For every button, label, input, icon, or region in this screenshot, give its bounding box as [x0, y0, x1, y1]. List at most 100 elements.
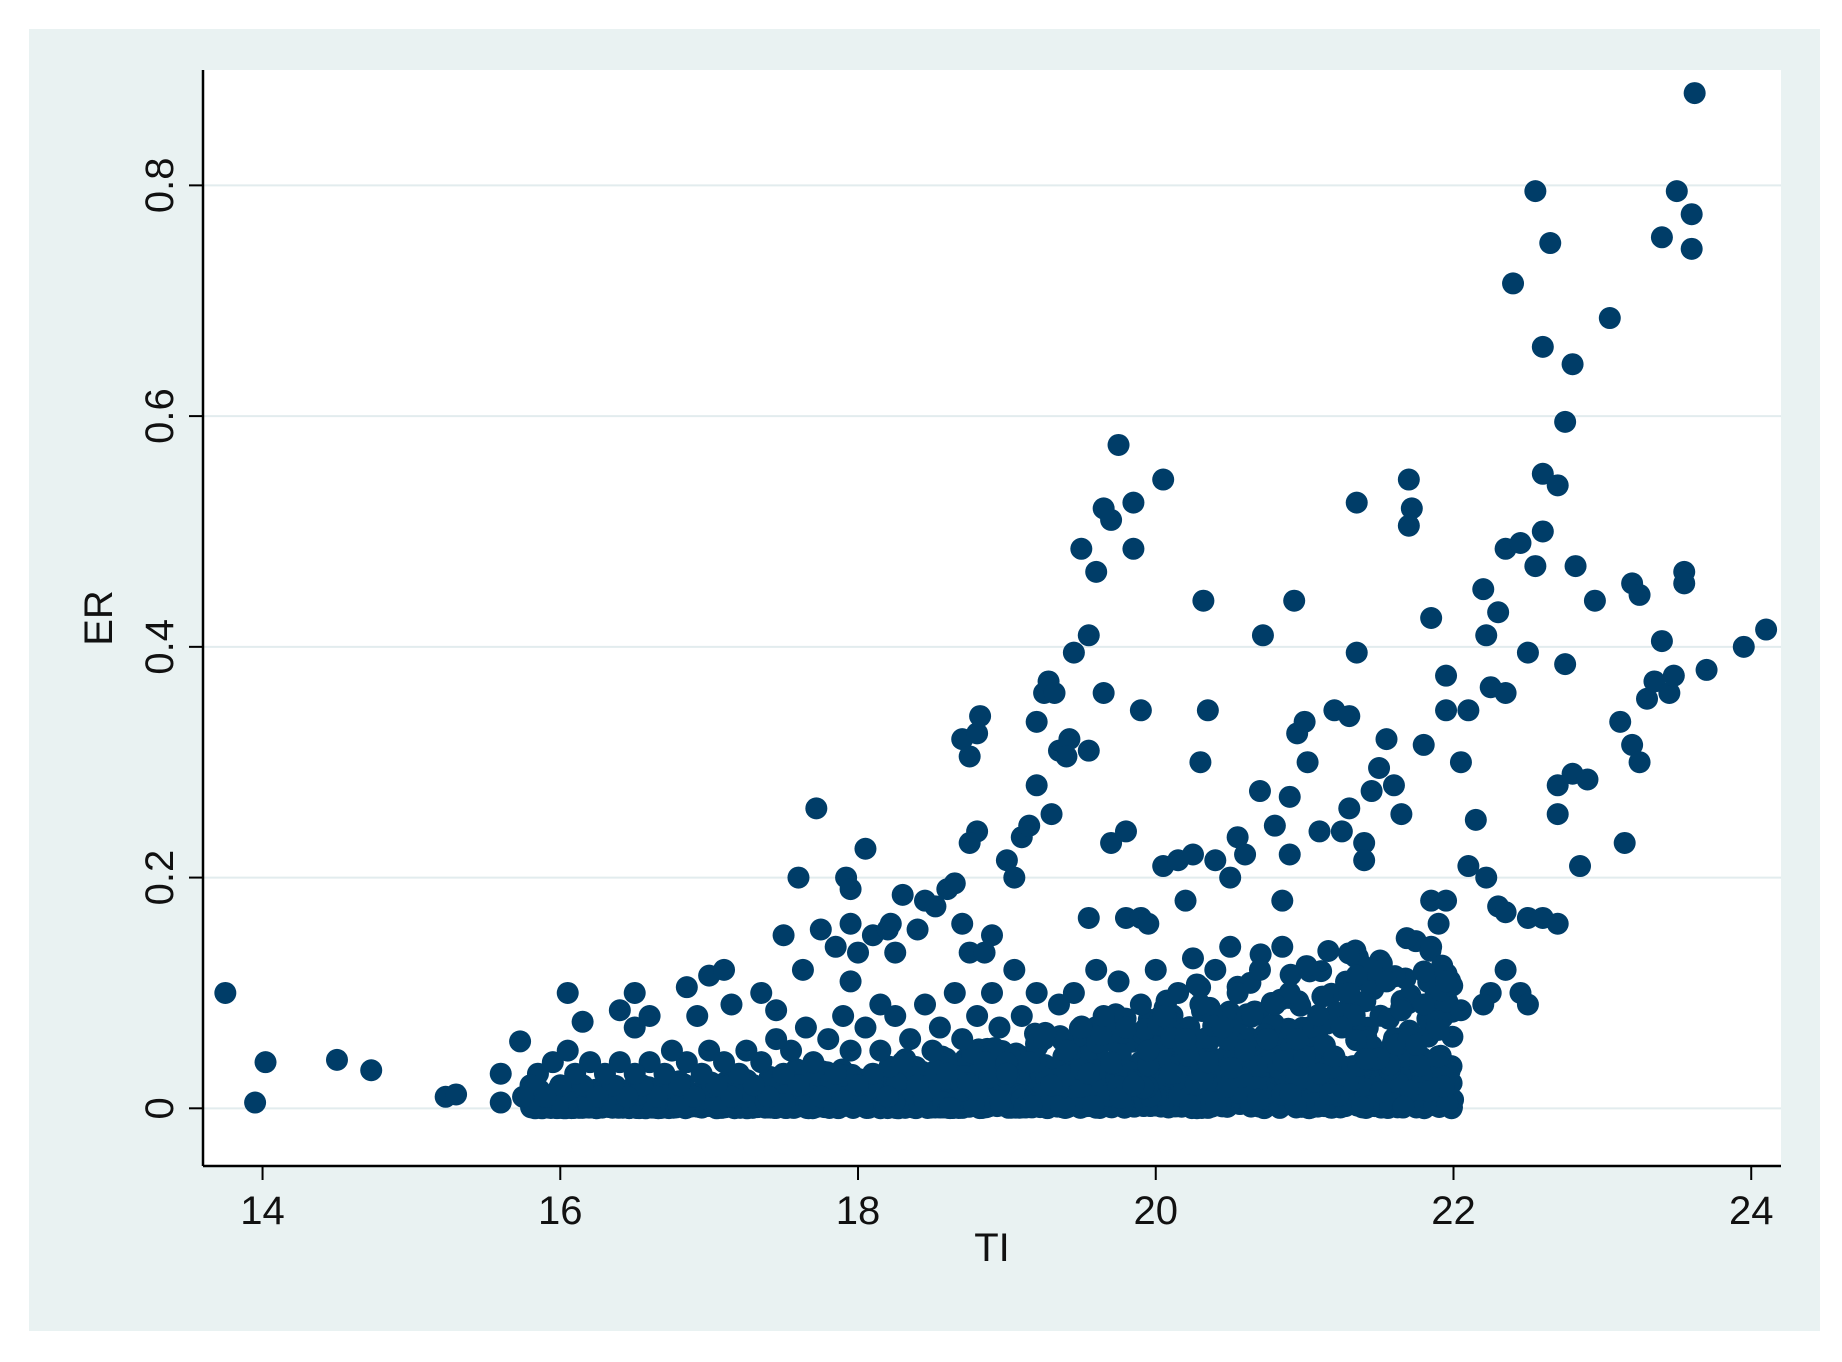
- data-point: [713, 1051, 736, 1074]
- data-point: [512, 1085, 535, 1108]
- data-point: [1025, 710, 1048, 733]
- data-point: [780, 1039, 803, 1062]
- data-point: [713, 958, 736, 981]
- cluster-point: [1345, 1029, 1368, 1052]
- data-point: [1278, 843, 1301, 866]
- data-point: [839, 912, 862, 935]
- data-point: [1323, 1045, 1346, 1068]
- data-point: [653, 1062, 676, 1085]
- data-point: [943, 981, 966, 1004]
- data-point: [1025, 981, 1048, 1004]
- data-point: [1613, 831, 1636, 854]
- data-point: [509, 1030, 532, 1053]
- data-point: [1435, 889, 1458, 912]
- data-point: [1546, 912, 1569, 935]
- data-point: [646, 1085, 669, 1108]
- data-point: [1129, 699, 1152, 722]
- data-point: [1196, 1051, 1219, 1074]
- data-point: [1338, 797, 1361, 820]
- data-point: [876, 1085, 899, 1108]
- data-point: [1427, 912, 1450, 935]
- data-point: [1271, 935, 1294, 958]
- data-point: [1621, 733, 1644, 756]
- data-point: [1554, 410, 1577, 433]
- data-point: [727, 1062, 750, 1085]
- data-point: [1181, 947, 1204, 970]
- data-point: [973, 1051, 996, 1074]
- data-point: [1174, 889, 1197, 912]
- data-point: [839, 1039, 862, 1062]
- cluster-point: [1295, 955, 1318, 978]
- data-point: [1077, 906, 1100, 929]
- data-point: [1040, 1074, 1063, 1097]
- x-tick-label-5: 24: [1729, 1189, 1774, 1233]
- data-point: [988, 1016, 1011, 1039]
- data-point: [534, 1085, 557, 1108]
- data-point: [1211, 1016, 1234, 1039]
- data-point: [1137, 912, 1160, 935]
- x-tick-label-3: 20: [1134, 1189, 1179, 1233]
- data-point: [1308, 820, 1331, 843]
- cluster-point: [1246, 1088, 1269, 1111]
- data-point: [668, 1074, 691, 1097]
- data-point: [924, 895, 947, 918]
- data-point: [772, 924, 795, 947]
- data-point: [1293, 710, 1316, 733]
- data-point: [1085, 560, 1108, 583]
- data-point: [1271, 889, 1294, 912]
- data-point: [891, 883, 914, 906]
- data-point: [1435, 664, 1458, 687]
- data-point: [1516, 993, 1539, 1016]
- data-point: [1114, 1016, 1137, 1039]
- cluster-point: [1317, 940, 1340, 963]
- data-point: [1680, 203, 1703, 226]
- data-point: [1167, 981, 1190, 1004]
- data-point: [556, 981, 579, 1004]
- cluster-point: [1307, 1004, 1330, 1027]
- data-point: [1047, 993, 1070, 1016]
- data-point: [802, 1051, 825, 1074]
- data-point: [928, 1016, 951, 1039]
- data-point: [1494, 958, 1517, 981]
- data-point: [1003, 958, 1026, 981]
- data-point: [1475, 624, 1498, 647]
- data-point: [1251, 624, 1274, 647]
- data-point: [995, 1062, 1018, 1085]
- data-point: [1077, 1062, 1100, 1085]
- data-point: [1338, 705, 1361, 728]
- data-point: [1226, 826, 1249, 849]
- data-point: [869, 1039, 892, 1062]
- x-tick-label-1: 16: [538, 1189, 583, 1233]
- data-point: [936, 1062, 959, 1085]
- data-point: [1472, 578, 1495, 601]
- data-point: [1003, 866, 1026, 889]
- cluster-point: [1436, 1092, 1459, 1115]
- data-point: [1531, 335, 1554, 358]
- data-point: [943, 872, 966, 895]
- data-point: [638, 1051, 661, 1074]
- data-point: [1100, 508, 1123, 531]
- data-point: [1263, 993, 1286, 1016]
- cluster-point: [1412, 960, 1435, 983]
- data-point: [1569, 855, 1592, 878]
- data-point: [1732, 635, 1755, 658]
- data-point: [1345, 964, 1368, 987]
- data-point: [1375, 970, 1398, 993]
- data-point: [951, 1028, 974, 1051]
- cluster-point: [1090, 1023, 1113, 1046]
- data-point: [1010, 1005, 1033, 1028]
- data-point: [1043, 681, 1066, 704]
- data-point: [1055, 1039, 1078, 1062]
- data-point: [884, 941, 907, 964]
- data-point: [1583, 589, 1606, 612]
- cluster-point: [851, 1094, 874, 1117]
- data-point: [1286, 1028, 1309, 1051]
- data-point: [1092, 681, 1115, 704]
- data-point: [995, 849, 1018, 872]
- data-point: [1204, 958, 1227, 981]
- data-point: [675, 976, 698, 999]
- data-point: [1665, 180, 1688, 203]
- data-point: [675, 1051, 698, 1074]
- data-points: [214, 82, 1778, 1120]
- data-point: [1382, 774, 1405, 797]
